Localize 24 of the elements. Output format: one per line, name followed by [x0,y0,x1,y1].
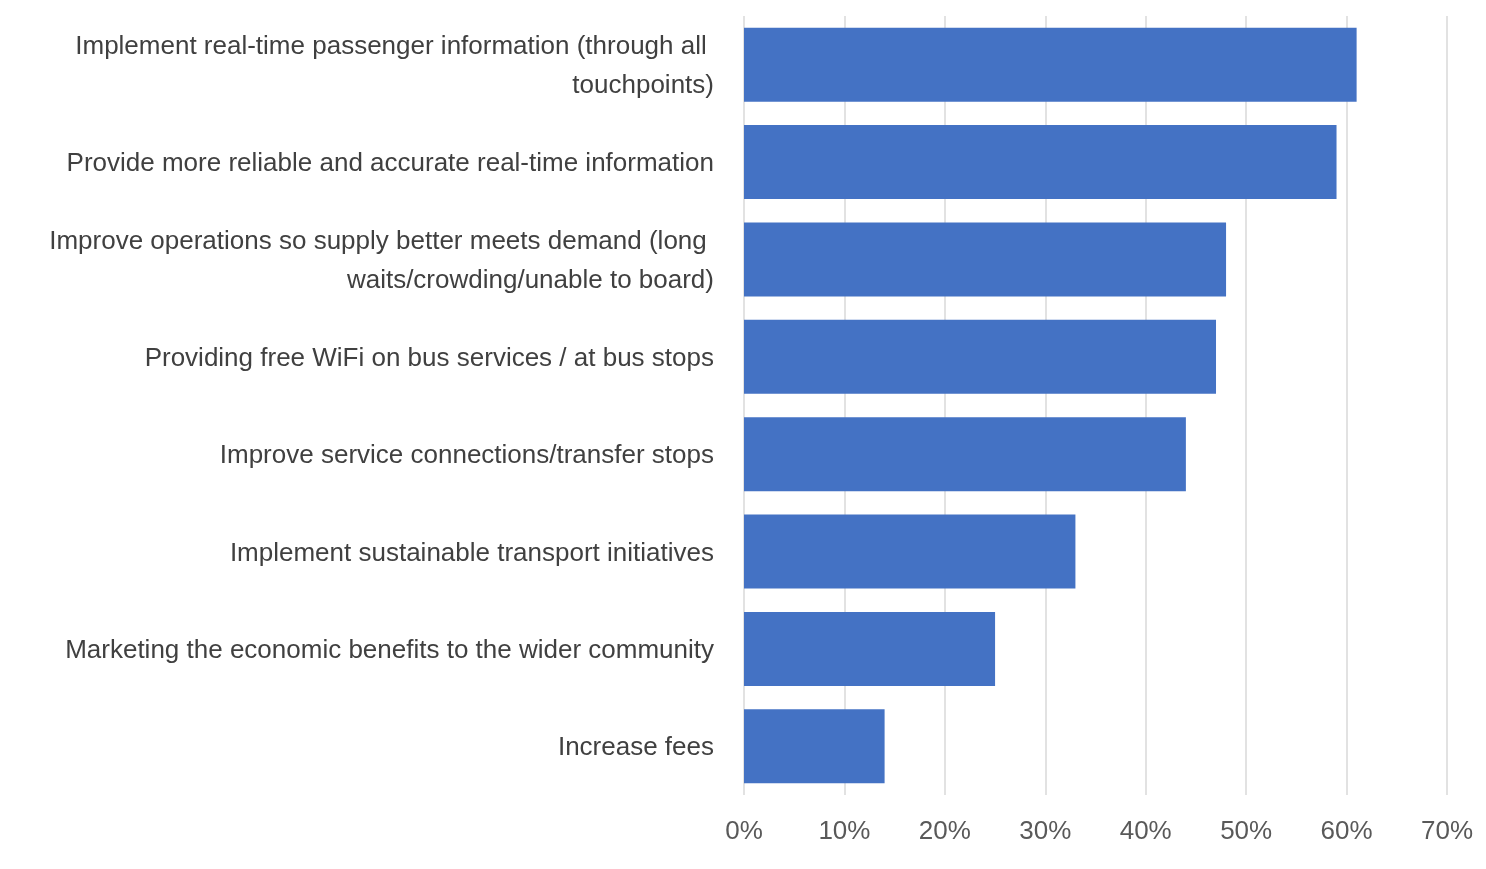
bar [744,222,1227,297]
x-tick-label: 60% [1320,815,1373,845]
bar [744,611,996,686]
bar [744,27,1357,102]
x-tick-label: 70% [1420,815,1474,845]
x-tick-label: 20% [918,815,971,845]
bar [744,319,1217,394]
y-tick-label: Marketing the economic benefits to the wider community [65,633,714,664]
bar [744,514,1076,589]
x-tick-label: 0% [725,815,763,845]
y-tick-label: Increase fees [557,731,714,762]
y-tick-label: Implement sustainable transport initiatives [229,536,714,567]
y-tick-label: Implement real-time passenger information (through all touchpoints) [75,30,714,100]
bar [744,417,1186,492]
x-tick-label: 10% [818,815,871,845]
y-tick-label: Improve operations so supply better meets demand (long waits/crowding/unable to board) [49,224,714,294]
x-tick-label: 30% [1019,815,1072,845]
y-tick-label: Improve service connections/transfer stops [219,439,714,470]
bar [744,709,885,784]
y-tick-label: Provide more reliable and accurate real-time information [66,147,714,178]
x-tick-label: 50% [1220,815,1273,845]
x-tick-label: 40% [1119,815,1172,845]
bar [744,125,1337,200]
y-tick-label: Providing free WiFi on bus services / at bus stops [144,341,714,372]
